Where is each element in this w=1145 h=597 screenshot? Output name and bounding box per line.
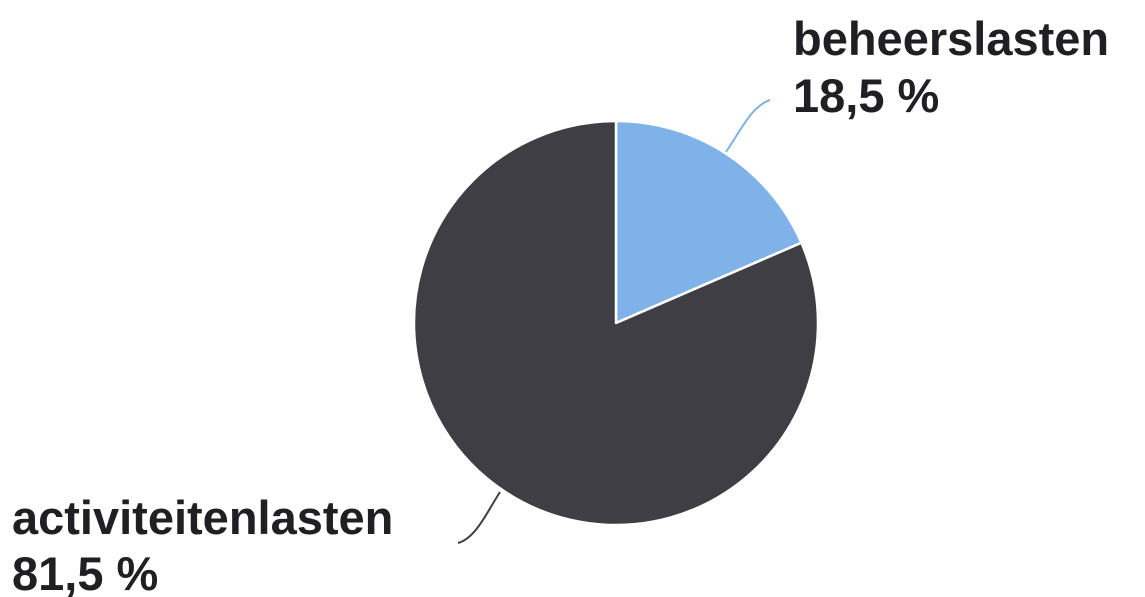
pie-slices — [412, 119, 820, 527]
slice-label-activiteitenlasten: activiteitenlasten 81,5 % — [12, 491, 393, 597]
slice-name-beheerslasten: beheerslasten — [793, 12, 1109, 65]
slice-name-activiteitenlasten: activiteitenlasten — [12, 491, 393, 544]
leader-line-beheerslasten — [725, 99, 771, 153]
pie-slice-activiteitenlasten — [412, 119, 820, 527]
pie-slice-beheerslasten — [614, 119, 803, 325]
slice-value-activiteitenlasten: 81,5 % — [12, 547, 158, 597]
slice-label-beheerslasten: beheerslasten 18,5 % — [793, 12, 1109, 122]
leader-line-activiteitenlasten — [457, 491, 501, 544]
slice-value-beheerslasten: 18,5 % — [793, 69, 939, 122]
leader-lines — [457, 99, 771, 544]
